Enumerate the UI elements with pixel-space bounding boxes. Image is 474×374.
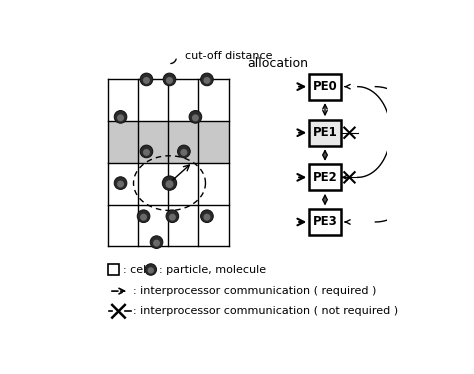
Circle shape	[117, 181, 124, 187]
Bar	[108, 264, 119, 275]
Circle shape	[201, 210, 213, 223]
Circle shape	[137, 210, 150, 223]
Circle shape	[147, 267, 154, 273]
Bar	[309, 165, 341, 190]
Bar	[108, 121, 228, 163]
Circle shape	[163, 177, 176, 190]
Circle shape	[166, 77, 173, 84]
Bar	[309, 120, 341, 146]
Circle shape	[189, 111, 202, 123]
Circle shape	[145, 264, 156, 275]
Circle shape	[140, 145, 153, 158]
Text: PE1: PE1	[313, 126, 337, 139]
Text: : particle, molecule: : particle, molecule	[159, 264, 266, 275]
Circle shape	[201, 73, 213, 86]
Text: : interprocessor communication ( required ): : interprocessor communication ( require…	[134, 286, 377, 296]
Circle shape	[143, 149, 150, 156]
Circle shape	[203, 77, 210, 84]
Circle shape	[143, 77, 150, 84]
Circle shape	[169, 214, 176, 221]
Circle shape	[166, 181, 173, 187]
Circle shape	[203, 214, 210, 221]
Text: PE2: PE2	[313, 171, 337, 184]
Circle shape	[162, 176, 177, 190]
Circle shape	[117, 114, 124, 121]
Text: PE3: PE3	[313, 215, 337, 229]
Circle shape	[181, 149, 187, 156]
Circle shape	[150, 236, 163, 248]
Text: PE0: PE0	[313, 80, 337, 93]
Bar	[309, 209, 341, 235]
Circle shape	[192, 114, 199, 121]
Circle shape	[140, 214, 147, 221]
Circle shape	[153, 240, 160, 246]
Circle shape	[163, 73, 176, 86]
Text: cut-off distance: cut-off distance	[185, 51, 273, 61]
Circle shape	[178, 145, 190, 158]
Circle shape	[114, 177, 127, 190]
Text: : interprocessor communication ( not required ): : interprocessor communication ( not req…	[134, 306, 399, 316]
Circle shape	[165, 180, 173, 188]
Text: allocation: allocation	[247, 57, 308, 70]
Circle shape	[114, 111, 127, 123]
Text: : cell: : cell	[123, 264, 150, 275]
Circle shape	[166, 210, 179, 223]
Circle shape	[140, 73, 153, 86]
Bar	[309, 74, 341, 99]
